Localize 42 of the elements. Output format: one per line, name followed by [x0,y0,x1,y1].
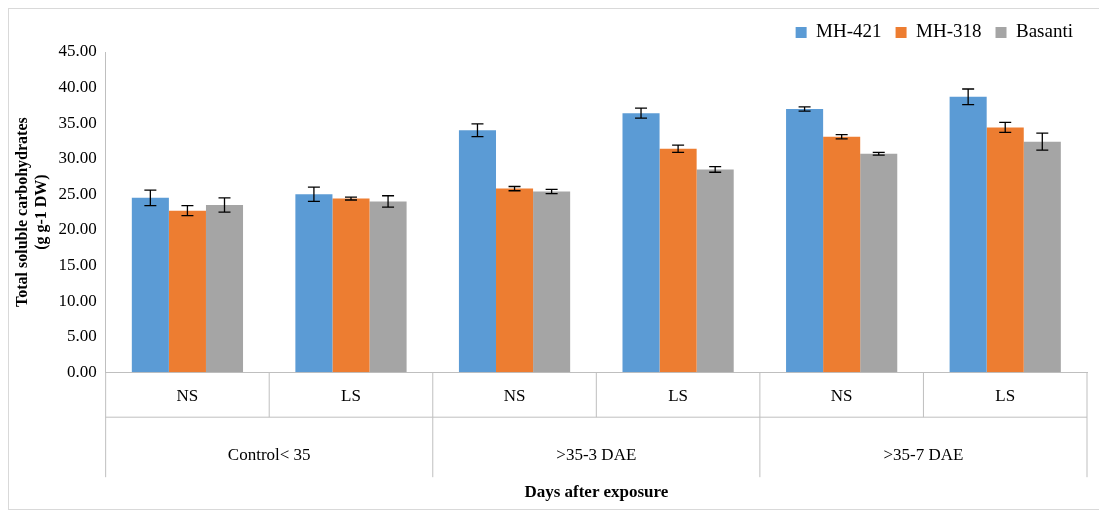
bar [786,108,824,373]
bar [533,191,571,373]
legend-label: MH-318 [916,20,982,42]
bar [696,169,734,373]
x-axis-title: Days after exposure [524,482,669,502]
y-tick-label: 45.00 [58,41,97,61]
bar [205,204,244,373]
y-tick-label: 5.00 [66,326,97,346]
y-axis-title: Total soluble carbohydrates (g g-1 DW) [12,117,50,307]
y-tick-label: 0.00 [66,361,97,381]
y-tick-label: 10.00 [58,290,97,310]
bar [295,194,333,373]
bar [949,96,987,373]
y-tick-label: 30.00 [58,148,97,168]
text: >35-7 DAE [883,444,964,464]
bar [860,153,898,373]
x-tick-label: NS [176,385,199,405]
bar [622,113,660,373]
text: >35-3 DAE [556,444,637,464]
x-tick-label: LS [995,385,1016,405]
y-tick-label: 15.00 [58,254,97,274]
bar [1023,141,1061,373]
bar [823,136,861,373]
y-tick-label: 35.00 [58,112,97,132]
bar [496,188,534,373]
legend-label: MH-421 [816,20,882,42]
y-tick-label: 40.00 [58,77,97,97]
bar [369,201,407,373]
legend-label: Basanti [1016,20,1074,42]
bar [332,198,370,373]
bar [659,148,697,373]
x-tick-label: NS [830,385,853,405]
bar [131,197,169,373]
x-tick-label: LS [668,385,689,405]
x-tick-label: NS [503,385,526,405]
text: Control< 35 [227,444,311,464]
bar [458,130,497,373]
bar [168,210,206,373]
x-tick-label: LS [341,385,361,405]
y-tick-label: 20.00 [58,219,97,239]
y-tick-label: 25.00 [58,183,97,203]
bar [986,127,1024,373]
